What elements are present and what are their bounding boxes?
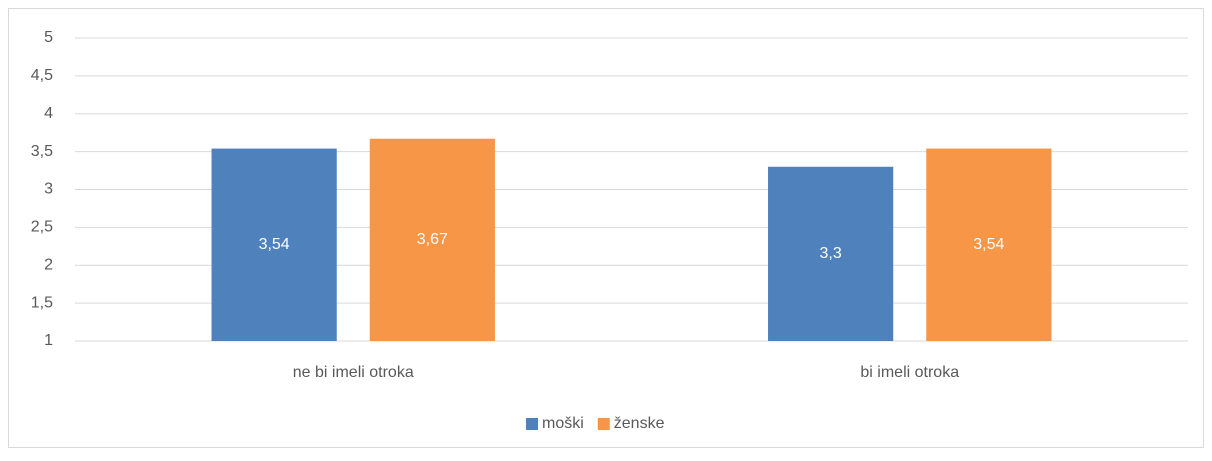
y-tick-label: 3: [44, 181, 53, 198]
data-label: 3,54: [973, 236, 1004, 253]
bar: [369, 138, 495, 341]
x-tick-label: bi imeli otroka: [860, 364, 959, 381]
data-label: 3,54: [259, 236, 290, 253]
y-tick-label: 4,5: [31, 67, 53, 84]
legend-label: moški: [542, 415, 584, 432]
y-tick-label: 1: [44, 332, 53, 349]
bar: [211, 148, 337, 341]
y-tick-label: 5: [44, 29, 53, 46]
data-label: 3,3: [820, 245, 842, 262]
bar: [768, 166, 894, 341]
y-tick-label: 4: [44, 105, 53, 122]
legend-swatch: [597, 418, 610, 430]
x-tick-label: ne bi imeli otroka: [293, 364, 414, 381]
legend-swatch: [526, 418, 538, 430]
y-tick-label: 2,5: [31, 219, 53, 236]
y-tick-label: 1,5: [31, 294, 53, 311]
y-tick-label: 2: [44, 256, 53, 273]
bar: [926, 148, 1052, 341]
data-label: 3,67: [417, 231, 448, 248]
legend-label: ženske: [614, 415, 665, 432]
y-tick-label: 3,5: [31, 143, 53, 160]
